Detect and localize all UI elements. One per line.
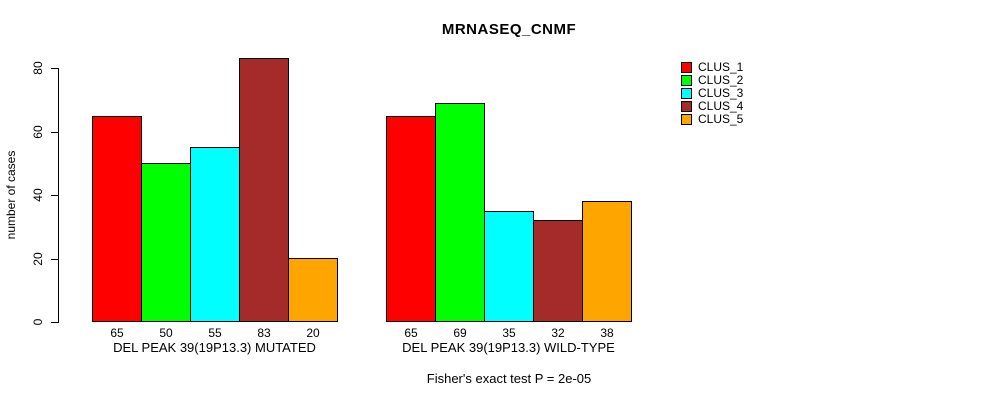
legend-label: CLUS_2 xyxy=(698,73,744,87)
bar-clus_3-group2 xyxy=(484,211,534,322)
y-tick-mark xyxy=(51,132,58,133)
legend: CLUS_1 CLUS_2 CLUS_3 CLUS_4 CLUS_5 xyxy=(681,60,744,127)
bar-clus_4-group1 xyxy=(239,58,289,322)
bar-clus_5-group1 xyxy=(288,258,338,322)
bar-value-label: 35 xyxy=(502,326,516,340)
bar-value-label: 69 xyxy=(453,326,467,340)
bar-value-label: 65 xyxy=(404,326,418,340)
y-tick-label: 20 xyxy=(31,252,45,266)
legend-label: CLUS_5 xyxy=(698,112,744,126)
bar-value-label: 55 xyxy=(208,326,222,340)
y-tick-mark xyxy=(51,68,58,69)
y-tick-mark xyxy=(51,259,58,260)
y-tick-label: 0 xyxy=(31,318,45,326)
group-label: DEL PEAK 39(19P13.3) WILD-TYPE xyxy=(402,340,615,355)
bar-clus_1-group1 xyxy=(92,116,142,322)
y-tick-label: 40 xyxy=(31,188,45,202)
legend-item: CLUS_1 xyxy=(681,60,744,74)
y-axis-line xyxy=(58,68,59,323)
legend-swatch xyxy=(681,62,692,73)
legend-item: CLUS_3 xyxy=(681,86,744,100)
legend-label: CLUS_1 xyxy=(698,60,744,74)
bar-value-label: 20 xyxy=(306,326,320,340)
legend-label: CLUS_4 xyxy=(698,99,744,113)
legend-item: CLUS_2 xyxy=(681,73,744,87)
legend-item: CLUS_5 xyxy=(681,112,744,126)
bar-clus_2-group2 xyxy=(435,103,485,322)
bar-clus_5-group2 xyxy=(582,201,632,322)
bar-value-label: 83 xyxy=(257,326,271,340)
legend-swatch xyxy=(681,75,692,86)
y-tick-mark xyxy=(51,195,58,196)
group-label: DEL PEAK 39(19P13.3) MUTATED xyxy=(113,340,316,355)
bar-value-label: 50 xyxy=(159,326,173,340)
y-tick-mark xyxy=(51,322,58,323)
y-axis-label: number of cases xyxy=(4,150,18,240)
bar-clus_1-group2 xyxy=(386,116,436,322)
legend-swatch xyxy=(681,114,692,125)
legend-label: CLUS_3 xyxy=(698,86,744,100)
y-tick-label: 80 xyxy=(31,61,45,75)
y-tick-label: 60 xyxy=(31,125,45,139)
bar-clus_3-group1 xyxy=(190,147,240,322)
bar-clus_4-group2 xyxy=(533,220,583,322)
bar-value-label: 65 xyxy=(110,326,124,340)
legend-item: CLUS_4 xyxy=(681,99,744,113)
legend-swatch xyxy=(681,101,692,112)
legend-swatch xyxy=(681,88,692,99)
chart-title: MRNASEQ_CNMF xyxy=(441,21,577,38)
bar-value-label: 32 xyxy=(551,326,565,340)
bar-clus_2-group1 xyxy=(141,163,191,322)
bar-value-label: 38 xyxy=(600,326,614,340)
fisher-test-note: Fisher's exact test P = 2e-05 xyxy=(426,371,592,386)
